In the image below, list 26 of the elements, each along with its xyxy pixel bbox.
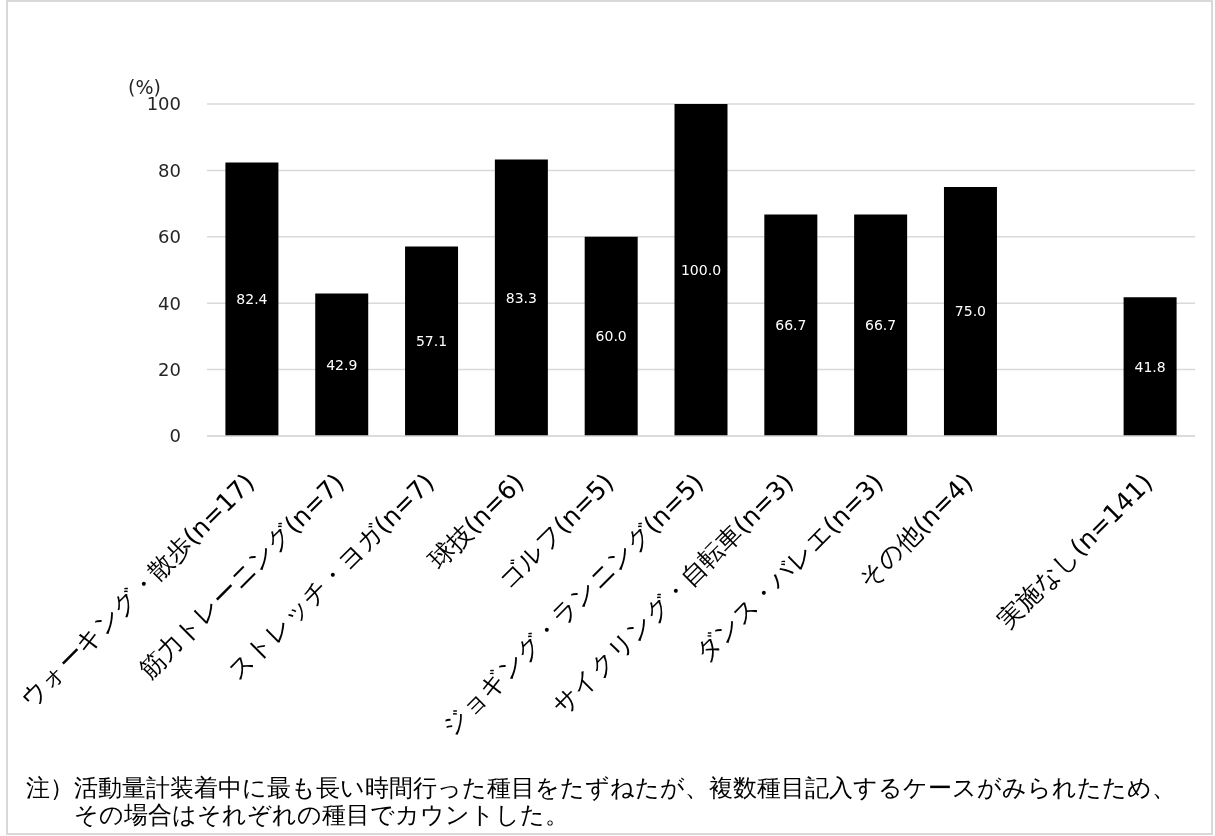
data-label: 66.7 — [775, 317, 807, 334]
y-tick-label: 20 — [158, 358, 181, 380]
data-label: 42.9 — [326, 356, 358, 373]
data-label: 57.1 — [415, 333, 448, 350]
bar — [405, 246, 459, 436]
data-label: 82.4 — [236, 291, 268, 308]
bar — [674, 104, 728, 436]
bar — [584, 236, 638, 436]
bar — [494, 159, 548, 436]
bar — [1123, 297, 1177, 436]
data-label: 75.0 — [954, 303, 987, 320]
text: 注）活動量計装着中に最も長い時間行った種目をたずねたが、複数種目記入するケースがみられたため、その場合はそれぞれの種目でカウントした。 — [26, 774, 1177, 829]
data-label: 66.7 — [865, 317, 897, 334]
data-label: 83.3 — [505, 289, 537, 306]
data-label: 100.0 — [680, 261, 722, 278]
y-tick-label: 0 — [169, 425, 181, 447]
bar — [764, 214, 818, 436]
bar — [943, 187, 997, 436]
y-tick-label: 40 — [158, 292, 181, 314]
data-label: 60.0 — [595, 328, 627, 345]
bar — [225, 162, 279, 436]
data-label: 41.8 — [1134, 358, 1166, 375]
bar — [854, 214, 908, 436]
y-tick-label: 80 — [158, 159, 181, 181]
bar — [315, 293, 369, 436]
y-tick-label: 60 — [158, 226, 181, 248]
